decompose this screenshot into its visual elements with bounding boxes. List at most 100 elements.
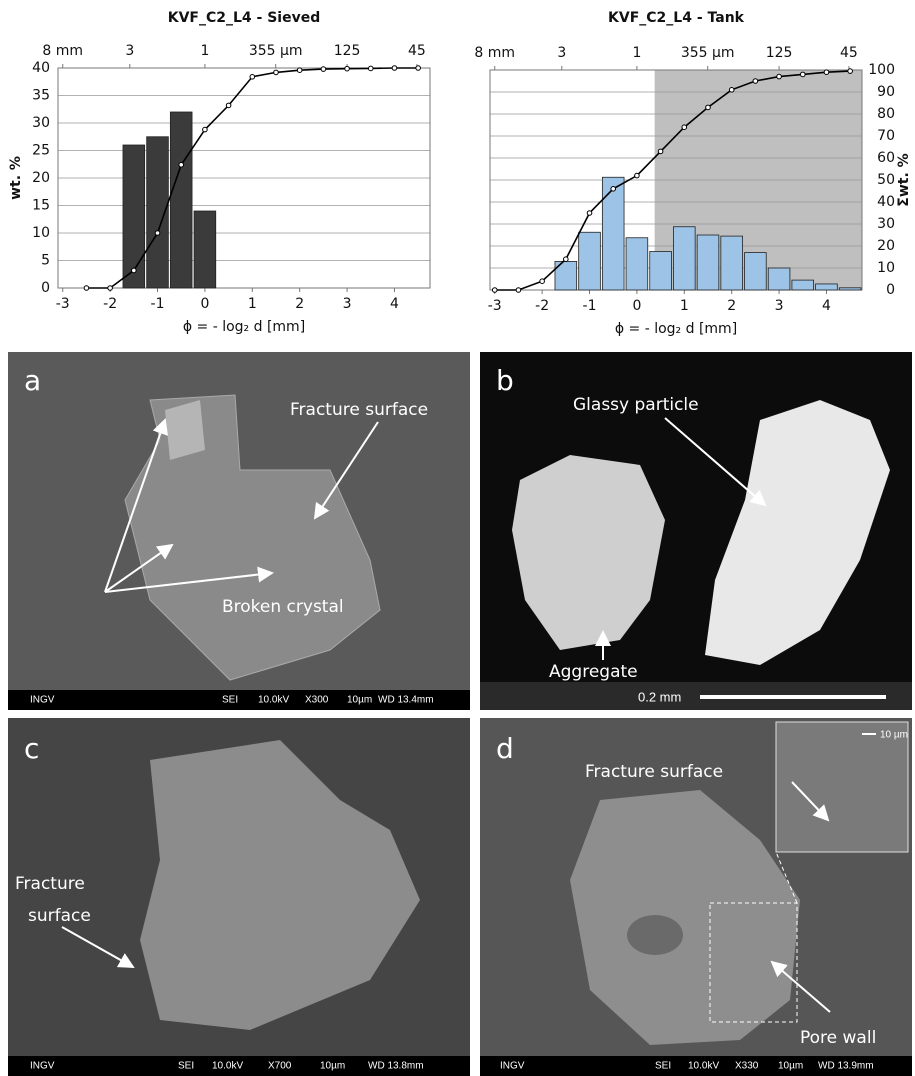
arrow	[104, 543, 174, 593]
cumulative-point	[367, 65, 374, 72]
info-text: SEI	[222, 695, 238, 706]
panel-b: 0.2 mm b Glassy particle Aggregate	[480, 352, 912, 710]
cumulative-point	[752, 78, 759, 84]
x-tick-label: -1	[151, 296, 165, 312]
glassy-particle	[705, 400, 890, 665]
y2-tick-label: 100	[868, 62, 895, 78]
info-text: X330	[735, 1061, 759, 1072]
x-tick-label: 4	[390, 296, 399, 312]
cumulative-point	[657, 148, 664, 155]
y2-tick-label: 50	[877, 172, 895, 188]
info-text: WD 13.4mm	[378, 695, 434, 706]
x2-tick-label: 125	[334, 43, 361, 59]
cumulative-line	[494, 70, 851, 291]
x-tick-label: 1	[248, 296, 257, 312]
panel-c: c Fracture surface INGV SEI 10.0kV X700 …	[8, 718, 470, 1076]
cumulative-point	[225, 102, 232, 109]
info-text: WD 13.8mm	[368, 1061, 424, 1072]
panel-d: 10 µm d Fracture surface Pore wall INGV …	[480, 718, 912, 1076]
cumulative-point	[154, 230, 161, 236]
x-tick-label: 4	[822, 298, 831, 314]
inset-scale: 10 µm	[880, 730, 908, 741]
inset-link	[775, 851, 798, 904]
cumulative-point	[563, 256, 569, 263]
info-text: 10µm	[347, 695, 372, 706]
cumulative-point	[415, 65, 421, 71]
crystal	[165, 400, 205, 460]
arrow	[664, 417, 767, 507]
y2-tick-label: 10	[877, 260, 895, 276]
bar	[767, 267, 791, 291]
y2-tick-label: 80	[877, 106, 895, 122]
panel-label: a	[24, 364, 41, 397]
y-tick-label: 35	[32, 88, 50, 104]
info-text: SEI	[655, 1061, 671, 1072]
bar	[649, 251, 672, 291]
chart-title: KVF_C2_L4 - Sieved	[168, 10, 321, 26]
cumulative-point	[273, 69, 279, 76]
pore	[627, 915, 683, 955]
panel-label: d	[496, 732, 514, 765]
annotation: surface	[28, 906, 91, 926]
cumulative-point	[728, 87, 735, 93]
x-axis-label: ϕ = - log₂ d [mm]	[615, 321, 737, 337]
x-tick-label: -3	[488, 298, 502, 314]
x-tick-label: -2	[103, 296, 117, 312]
cumulative-point	[249, 74, 256, 80]
info-text: 10.0kV	[688, 1061, 719, 1072]
chart-title: KVF_C2_L4 - Tank	[608, 10, 745, 26]
cumulative-point	[776, 73, 782, 80]
y2-tick-label: 30	[877, 216, 895, 232]
bar	[169, 111, 193, 289]
cumulative-point	[83, 285, 90, 291]
info-text: INGV	[30, 695, 55, 706]
x2-tick-label: 3	[125, 43, 134, 59]
y2-tick-label: 20	[877, 238, 895, 254]
x2-tick-label: 355 µm	[681, 45, 735, 61]
x2-tick-label: 125	[766, 45, 793, 61]
annotation: Fracture	[15, 874, 85, 894]
cumulative-point	[610, 186, 617, 192]
y2-axis-label: Σwt. %	[896, 153, 912, 206]
x-tick-label: 0	[200, 296, 209, 312]
cumulative-point	[202, 126, 208, 133]
panel-a: a Fracture surface Broken crystal INGV S…	[8, 352, 470, 710]
annotation: Glassy particle	[573, 395, 699, 415]
x2-tick-label: 355 µm	[249, 43, 303, 59]
cumulative-point	[391, 65, 398, 71]
cumulative-point	[799, 71, 806, 78]
particle	[140, 740, 420, 1030]
bar	[815, 283, 838, 291]
arrow	[61, 926, 135, 968]
particle	[570, 790, 800, 1045]
arrow	[313, 421, 379, 520]
cumulative-point	[705, 104, 711, 111]
cumulative-point	[320, 66, 327, 72]
charts: KVF_C2_L4 - Sieved -3 -2 -1 0 1 2 3 4 8 mm 3 1 355 µ…	[8, 10, 912, 337]
cumulative-point	[344, 65, 350, 72]
info-text: SEI	[178, 1061, 194, 1072]
y-tick-label: 5	[41, 253, 50, 269]
x2-tick-label: 1	[632, 45, 641, 61]
panel-label: c	[24, 732, 39, 765]
x2-tick-label: 8 mm	[42, 43, 83, 59]
bar	[673, 226, 696, 291]
x-tick-label: 3	[343, 296, 352, 312]
x-tick-label: 1	[680, 298, 689, 314]
arrow	[791, 781, 830, 822]
x-tick-label: 2	[295, 296, 304, 312]
cumulative-point	[586, 210, 593, 216]
cumulative-point	[539, 278, 545, 285]
y2-tick-label: 60	[877, 150, 895, 166]
y-tick-label: 10	[32, 225, 50, 241]
annotation: Fracture surface	[290, 400, 428, 420]
x2-tick-label: 3	[557, 45, 566, 61]
bar	[578, 231, 601, 291]
info-text: WD 13.9mm	[818, 1061, 874, 1072]
cumulative-point	[515, 287, 522, 293]
info-bar	[8, 690, 470, 710]
info-text: 10.0kV	[212, 1061, 243, 1072]
x-tick-label: 2	[727, 298, 736, 314]
y2-tick-label: 0	[886, 282, 895, 298]
